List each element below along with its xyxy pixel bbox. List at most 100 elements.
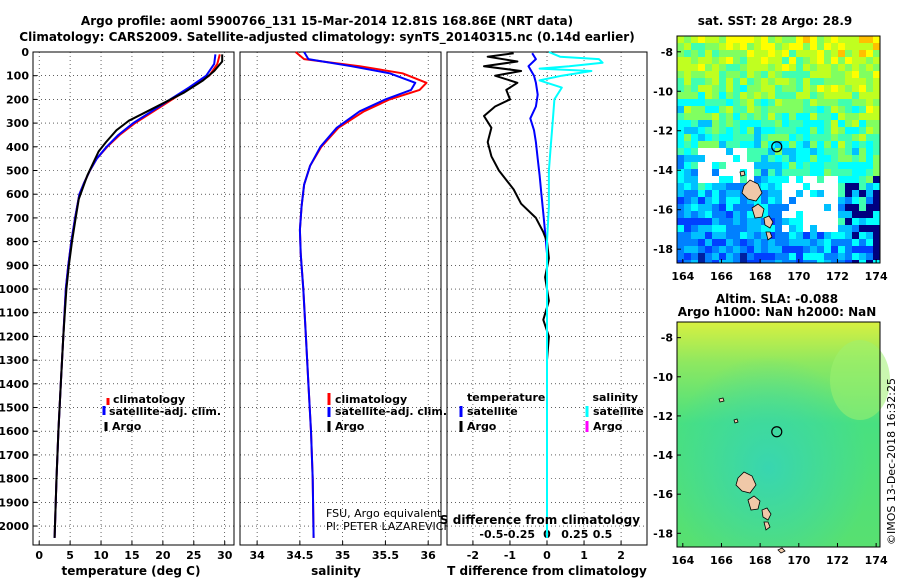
sst-cell bbox=[740, 36, 747, 43]
sst-cell bbox=[845, 64, 852, 71]
sst-cell bbox=[677, 78, 684, 85]
sst-cell bbox=[796, 57, 803, 64]
sst-cell bbox=[726, 211, 733, 218]
sst-cell bbox=[775, 85, 782, 92]
sst-cell bbox=[873, 169, 880, 176]
sst-cell bbox=[747, 176, 754, 183]
sst-cell bbox=[768, 190, 775, 197]
sst-cell bbox=[698, 183, 705, 190]
sst-cell bbox=[712, 169, 719, 176]
sst-cell bbox=[845, 85, 852, 92]
sla-lat-label-1: -10 bbox=[653, 371, 673, 384]
sst-cell bbox=[852, 85, 859, 92]
sst-cell bbox=[761, 169, 768, 176]
sst-cell bbox=[705, 50, 712, 57]
sst-cell bbox=[789, 155, 796, 162]
sst-cell bbox=[733, 134, 740, 141]
depth-tick-label-16: 1600 bbox=[0, 425, 29, 438]
sst-cell bbox=[859, 176, 866, 183]
sst-cell bbox=[838, 162, 845, 169]
sst-cell bbox=[677, 162, 684, 169]
sst-cell bbox=[789, 225, 796, 232]
sst-cell bbox=[789, 50, 796, 57]
sst-cell bbox=[712, 78, 719, 85]
sst-cell bbox=[747, 225, 754, 232]
sst-cell bbox=[698, 232, 705, 239]
sst-cell bbox=[754, 232, 761, 239]
sst-cell bbox=[740, 148, 747, 155]
sst-cell bbox=[866, 141, 873, 148]
sst-cell bbox=[754, 155, 761, 162]
sst-cell bbox=[719, 211, 726, 218]
sla-land-islands bbox=[718, 397, 786, 554]
sst-cell bbox=[775, 99, 782, 106]
sst-cell bbox=[761, 134, 768, 141]
sst-cell bbox=[852, 141, 859, 148]
sst-cell bbox=[740, 78, 747, 85]
sst-cell bbox=[852, 169, 859, 176]
sst-cell bbox=[831, 253, 838, 260]
sst-cell bbox=[768, 239, 775, 246]
sst-cell bbox=[845, 113, 852, 120]
sst-cell bbox=[831, 64, 838, 71]
sst-cell bbox=[740, 92, 747, 99]
sst-cell bbox=[859, 36, 866, 43]
sst-cell bbox=[782, 211, 789, 218]
sst-cell bbox=[691, 218, 698, 225]
sst-cell bbox=[775, 253, 782, 260]
sst-cell bbox=[838, 211, 845, 218]
sst-cell bbox=[684, 176, 691, 183]
sst-cell bbox=[831, 204, 838, 211]
sst-cell bbox=[705, 57, 712, 64]
depth-tick-label-18: 1800 bbox=[0, 473, 29, 486]
sst-cell bbox=[803, 50, 810, 57]
sst-cell bbox=[873, 85, 880, 92]
sst-cell bbox=[684, 120, 691, 127]
sst-cell bbox=[719, 253, 726, 260]
sst-cell bbox=[726, 127, 733, 134]
sst-cell bbox=[698, 246, 705, 253]
sst-cell bbox=[845, 57, 852, 64]
sst-cell bbox=[789, 85, 796, 92]
sst-cell bbox=[831, 43, 838, 50]
sst-cell bbox=[796, 64, 803, 71]
sst-cell bbox=[796, 232, 803, 239]
sst-cell bbox=[831, 155, 838, 162]
sst-cell bbox=[740, 253, 747, 260]
sst-cell bbox=[712, 155, 719, 162]
sst-cell bbox=[754, 148, 761, 155]
sst-cell bbox=[873, 36, 880, 43]
sst-cell bbox=[803, 43, 810, 50]
sst-cell bbox=[740, 162, 747, 169]
depth-tick-label-9: 900 bbox=[6, 259, 29, 272]
sst-cell bbox=[824, 239, 831, 246]
sst-cell bbox=[838, 253, 845, 260]
sst-cell bbox=[733, 113, 740, 120]
sst-cell bbox=[719, 141, 726, 148]
sst-cell bbox=[691, 232, 698, 239]
sst-cell bbox=[684, 246, 691, 253]
sst-cell bbox=[733, 204, 740, 211]
sst-cell bbox=[810, 253, 817, 260]
legend-label-t-satellite: satellite bbox=[467, 405, 518, 418]
sst-cell bbox=[761, 211, 768, 218]
sst-cell bbox=[747, 155, 754, 162]
sst-cell bbox=[684, 64, 691, 71]
sst-cell bbox=[775, 225, 782, 232]
sst-island-1 bbox=[741, 179, 763, 202]
sst-cell bbox=[866, 218, 873, 225]
sst-cell bbox=[803, 253, 810, 260]
sst-cell bbox=[684, 169, 691, 176]
sst-cell bbox=[838, 155, 845, 162]
sst-cell bbox=[705, 127, 712, 134]
sst-cell bbox=[824, 134, 831, 141]
sst-cell bbox=[838, 148, 845, 155]
sst-cell bbox=[691, 141, 698, 148]
sst-cell bbox=[810, 246, 817, 253]
sst-cell bbox=[775, 71, 782, 78]
sst-cell bbox=[782, 197, 789, 204]
sst-cell bbox=[796, 43, 803, 50]
sal-legend-label-climatology: climatology bbox=[335, 393, 407, 406]
sst-cell bbox=[726, 176, 733, 183]
sst-cell bbox=[712, 239, 719, 246]
